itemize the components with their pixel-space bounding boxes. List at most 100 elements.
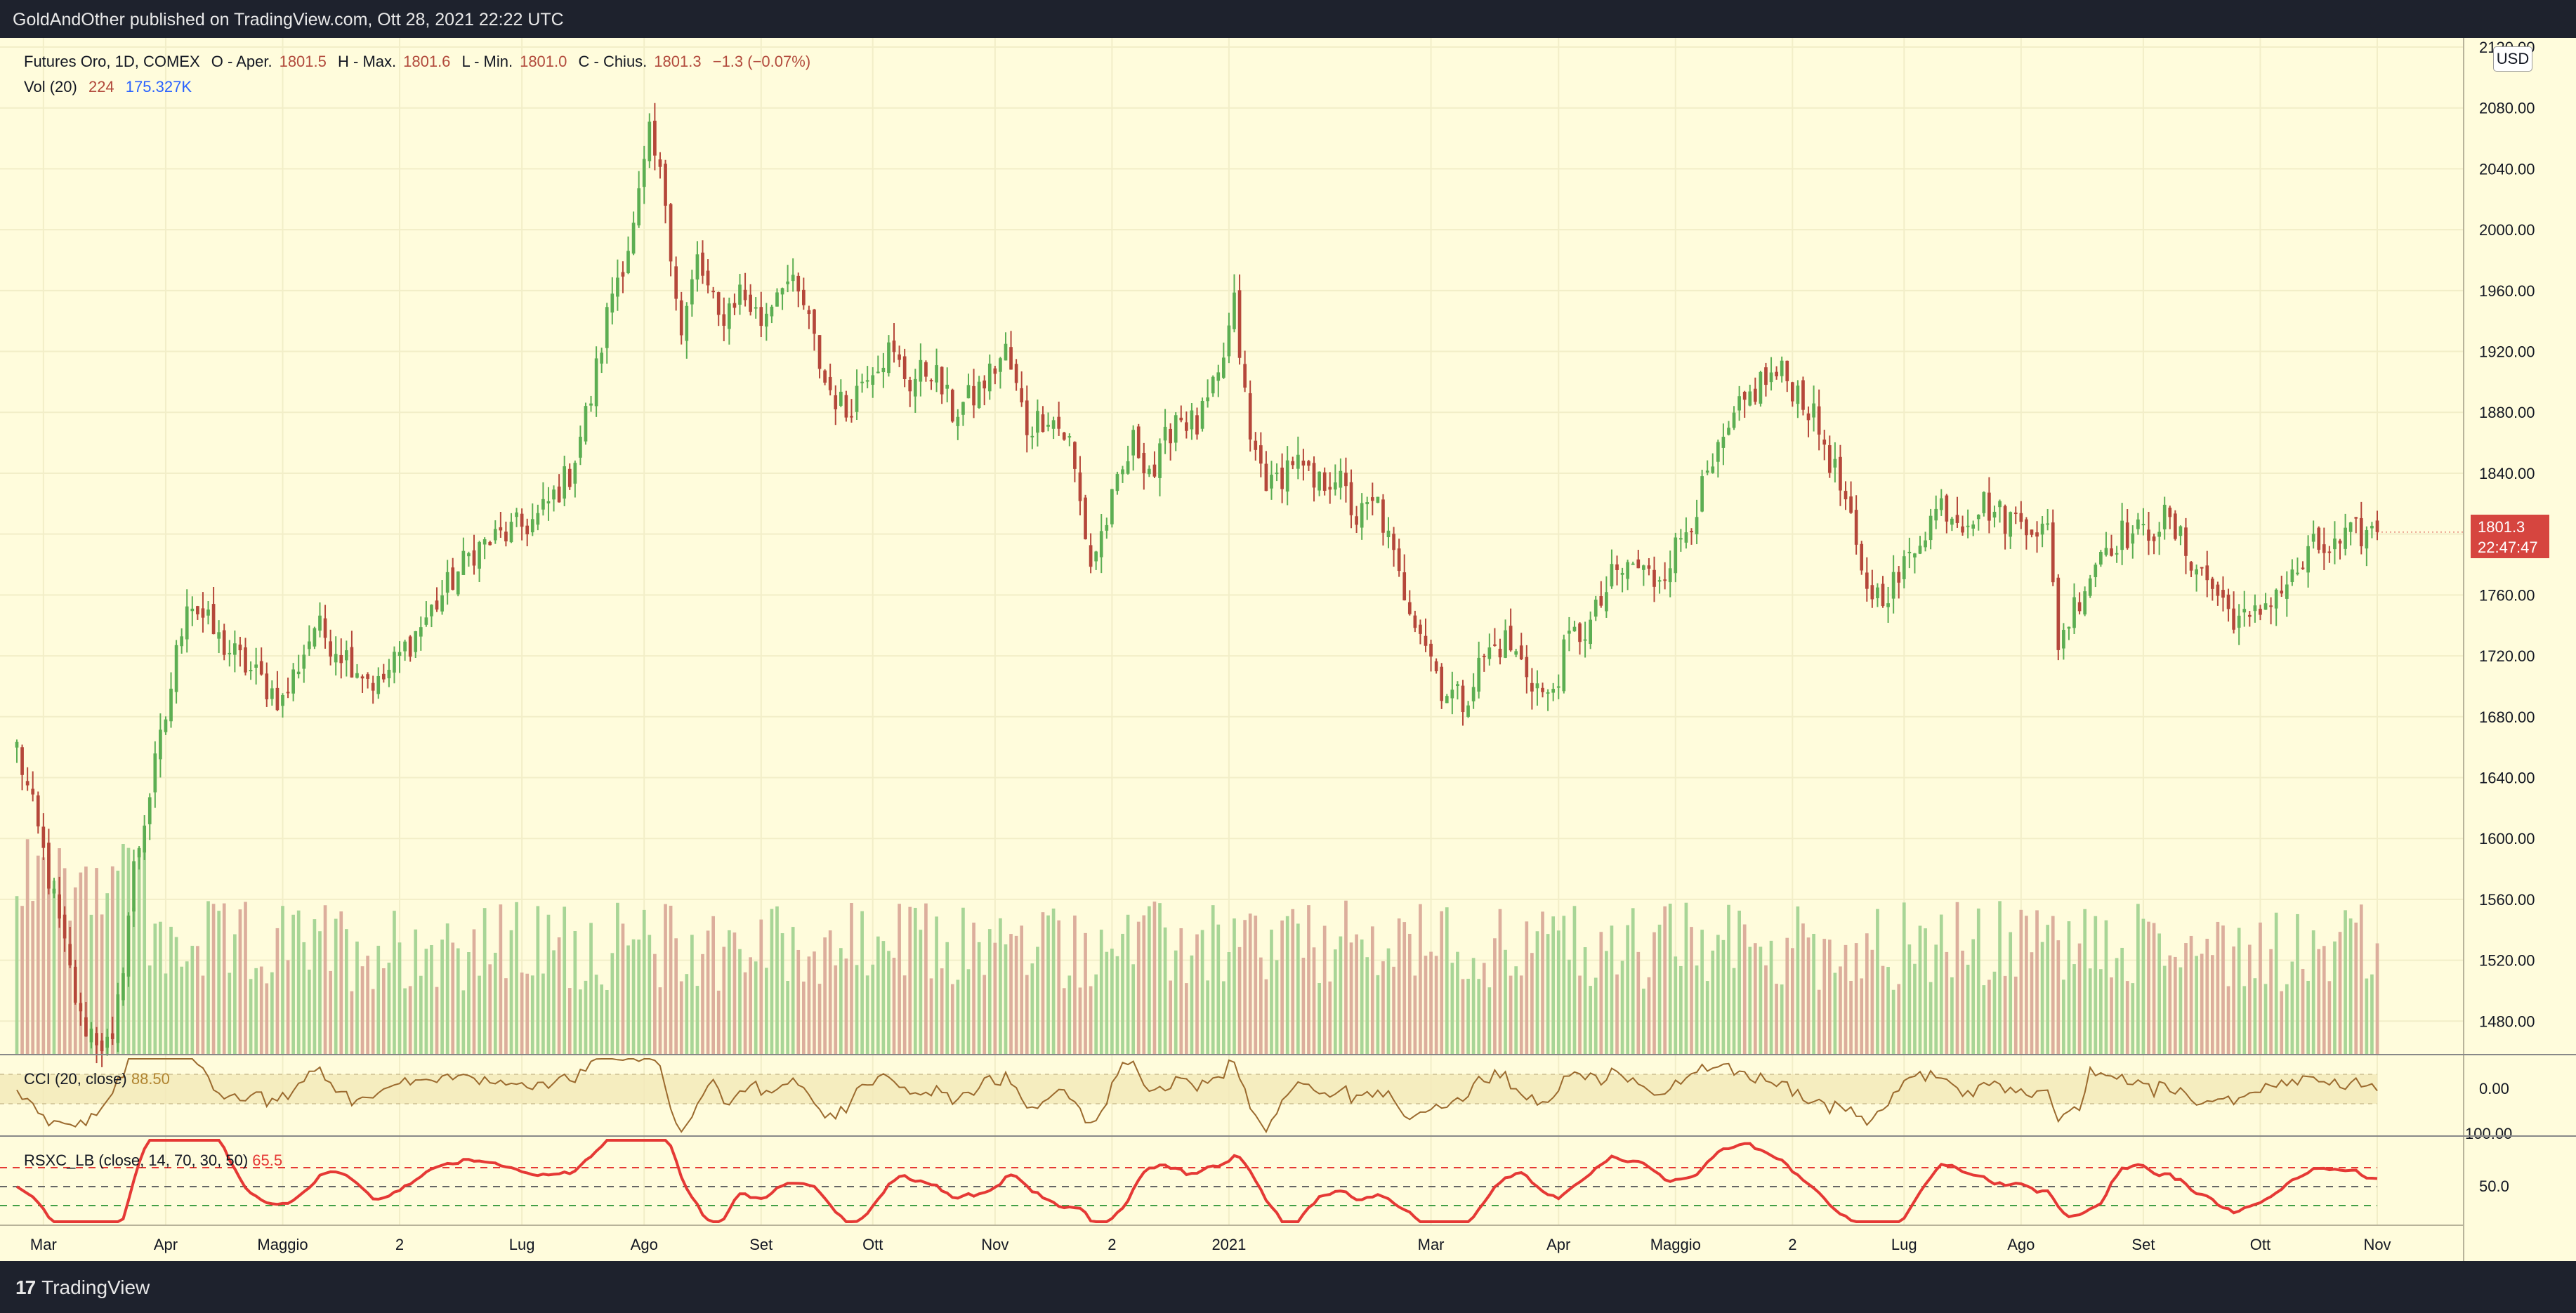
candle-body: [2290, 569, 2294, 583]
candle-body: [1647, 565, 1651, 569]
candle-body: [211, 604, 216, 635]
candle-body: [770, 306, 774, 317]
volume-bar: [541, 973, 545, 1055]
volume-bar: [201, 975, 205, 1055]
volume-bar: [701, 954, 704, 1055]
volume-bar: [296, 910, 301, 1055]
volume-bar: [238, 909, 242, 1055]
volume-bar: [419, 975, 423, 1055]
candle-body: [711, 291, 715, 293]
candle-body: [2131, 533, 2135, 544]
candle-body: [1402, 572, 1407, 601]
close-value: 1801.3: [654, 53, 702, 70]
volume-bar: [493, 952, 497, 1055]
candle-body: [1200, 401, 1204, 429]
volume-bar: [1339, 936, 1343, 1055]
candle-body: [1939, 498, 1943, 510]
volume-bar: [1721, 939, 1726, 1055]
candle-body: [1073, 442, 1077, 469]
x-tick-label: 2: [1108, 1236, 1116, 1253]
volume-bar: [1775, 984, 1778, 1055]
candle-body: [1434, 661, 1438, 672]
x-tick-label: Set: [2131, 1236, 2155, 1253]
candle-body: [1833, 458, 1837, 468]
candle-body: [1865, 572, 1869, 589]
candle-body: [679, 300, 683, 336]
candle-body: [20, 747, 24, 775]
y-tick-label: 1720.00: [2479, 647, 2535, 665]
candle-body: [52, 888, 56, 894]
candle-body: [2359, 517, 2363, 547]
volume-bar: [1307, 905, 1310, 1055]
volume-bar: [1355, 934, 1358, 1055]
volume-bar: [749, 957, 752, 1055]
candle-body: [397, 652, 402, 656]
volume-bar: [1881, 965, 1885, 1055]
candle-body: [865, 380, 869, 382]
candle-body: [732, 303, 737, 308]
volume-bar: [36, 855, 40, 1055]
candle-body: [2354, 517, 2358, 519]
volume-bar: [1450, 963, 1454, 1055]
volume-bar: [2168, 955, 2172, 1055]
volume-bar: [536, 906, 540, 1055]
volume-bar: [961, 907, 965, 1055]
volume-bar: [850, 903, 853, 1055]
candle-body: [408, 636, 412, 657]
candle-body: [137, 847, 141, 858]
volume-bar: [1233, 918, 1236, 1055]
y-tick-label: 2000.00: [2479, 221, 2535, 239]
candle-body: [73, 966, 77, 1003]
tradingview-logo[interactable]: 17 TradingView: [15, 1276, 150, 1299]
candle-body: [25, 781, 29, 786]
volume-bar: [2232, 946, 2235, 1055]
candle-body: [1456, 684, 1459, 686]
volume-bar: [1742, 924, 1747, 1055]
candle-body: [1386, 530, 1391, 538]
volume-bar: [626, 945, 630, 1055]
candle-body: [966, 385, 971, 399]
volume-bar: [1945, 951, 1949, 1055]
volume-bar: [839, 948, 843, 1055]
footer-bar: 17 TradingView: [0, 1261, 2576, 1313]
volume-bar: [881, 941, 886, 1055]
volume-bar: [1461, 979, 1465, 1055]
candle-body: [977, 381, 981, 408]
volume-bar: [1695, 965, 1699, 1055]
candle-body: [850, 416, 853, 418]
volume-bar: [940, 968, 944, 1055]
volume-bar: [1051, 908, 1056, 1055]
volume-bar: [2009, 932, 2013, 1055]
candle-body: [1254, 440, 1258, 450]
candle-body: [1233, 292, 1236, 329]
candle-body: [2311, 534, 2315, 542]
volume-bar: [1907, 944, 1912, 1055]
volume-bar: [478, 975, 481, 1055]
close-label: C - Chius.: [578, 53, 648, 70]
candle-body: [270, 688, 274, 699]
volume-bar: [1094, 974, 1098, 1055]
candle-body: [1541, 687, 1544, 692]
currency-badge[interactable]: USD: [2493, 46, 2532, 72]
volume-bar: [621, 923, 625, 1055]
volume-bar: [2157, 933, 2161, 1055]
volume-bar: [950, 984, 954, 1055]
volume-bar: [1487, 987, 1492, 1055]
candle-body: [1998, 501, 2002, 508]
volume-bar: [2184, 943, 2188, 1055]
volume-bar: [2051, 916, 2055, 1055]
candle-body: [153, 753, 157, 793]
volume-bar: [1626, 925, 1629, 1055]
candle-body: [1854, 510, 1858, 545]
rsi-label: RSXC_LB (close, 14, 70, 30, 50): [24, 1152, 249, 1169]
candle-body: [658, 159, 662, 167]
volume-bar: [892, 958, 896, 1055]
volume-bar: [2062, 979, 2065, 1055]
volume-bar: [1121, 933, 1124, 1055]
volume-bar: [1270, 930, 1273, 1055]
volume-bar: [1131, 964, 1136, 1055]
candle-body: [190, 608, 195, 612]
candle-body: [2242, 609, 2247, 613]
candle-body: [2046, 523, 2050, 525]
